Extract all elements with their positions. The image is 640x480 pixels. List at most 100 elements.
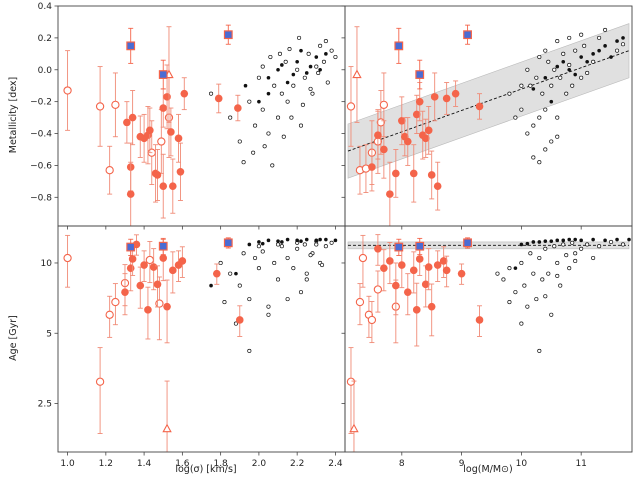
red-filled-point	[421, 134, 430, 143]
black-open-point	[279, 91, 284, 96]
red-filled-point	[430, 93, 439, 101]
red-filled-point	[457, 269, 466, 278]
black-open-point	[287, 46, 292, 52]
black-open-point	[279, 244, 284, 249]
black-open-point	[266, 131, 271, 136]
red-filled-point	[234, 104, 242, 112]
black-open-point	[318, 43, 323, 48]
black-filled-point	[291, 72, 296, 77]
panel-age-vs-mass: 8 9 10 11	[341, 225, 633, 469]
black-filled-point	[603, 44, 607, 48]
panel-age-vs-sigma: 1.0 1.2 1.4 1.6 1.8 2.0 2.2 2.4 2.5 5 10	[38, 225, 346, 469]
black-open-point	[507, 300, 512, 305]
black-open-point	[579, 246, 584, 251]
black-filled-point	[324, 237, 328, 242]
red-filled-point	[433, 182, 442, 190]
red-filled-point	[146, 126, 154, 135]
black-filled-point	[555, 238, 560, 243]
black-open-point	[564, 91, 569, 96]
black-open-point	[620, 242, 626, 247]
red-filled-point	[167, 128, 175, 136]
black-filled-point	[304, 71, 309, 75]
black-filled-point	[627, 237, 631, 242]
red-filled-point	[180, 89, 189, 98]
red-filled-point	[153, 171, 162, 179]
red-open-point	[157, 137, 166, 146]
black-filled-point	[591, 52, 595, 56]
red-triangle-point	[352, 69, 362, 79]
y-tick-label: 0.2	[38, 34, 52, 44]
red-filled-point	[126, 264, 135, 272]
x-tick-label: 1.2	[99, 459, 113, 469]
black-open-point	[298, 290, 304, 295]
black-open-point	[501, 277, 506, 282]
blue-square-point	[394, 242, 404, 252]
black-open-point	[549, 83, 554, 88]
black-filled-point	[260, 241, 265, 246]
black-open-point	[573, 251, 578, 256]
red-open-point	[358, 253, 368, 263]
black-open-point	[531, 155, 536, 160]
black-open-point	[567, 266, 572, 271]
black-open-point	[323, 39, 328, 44]
black-open-point	[519, 260, 524, 266]
black-open-point	[256, 75, 261, 80]
black-open-point	[298, 123, 304, 128]
black-open-point	[549, 139, 554, 144]
black-filled-point	[333, 238, 338, 243]
black-open-point	[603, 27, 608, 32]
red-open-point	[145, 255, 154, 265]
red-filled-point	[442, 94, 451, 103]
black-filled-point	[537, 240, 542, 244]
black-open-point	[291, 266, 296, 271]
black-filled-point	[280, 240, 284, 244]
red-filled-point	[403, 137, 412, 146]
black-open-point	[537, 115, 542, 120]
black-open-point	[534, 75, 539, 80]
x-axis-label-mass: log(M/M⊙)	[463, 464, 512, 475]
black-open-point	[513, 115, 518, 120]
black-filled-point	[513, 266, 518, 270]
black-open-point	[241, 251, 246, 256]
red-filled-point	[163, 93, 171, 101]
black-open-point	[495, 271, 500, 276]
axis-labels: Metallicity [dex] Age [Gyr] log(σ) [km/s…	[8, 77, 513, 475]
black-open-point	[266, 312, 271, 317]
black-open-point	[270, 163, 275, 168]
black-open-point	[247, 348, 252, 353]
red-filled-point	[409, 169, 418, 178]
black-open-point	[272, 83, 277, 88]
black-open-point	[620, 42, 626, 47]
red-open-point	[95, 377, 105, 386]
black-open-point	[543, 147, 548, 152]
black-open-point	[507, 266, 512, 271]
red-filled-point	[153, 280, 162, 289]
black-filled-point	[597, 48, 601, 53]
y-tick-label: 10	[41, 259, 53, 269]
black-open-point	[319, 262, 325, 268]
black-open-point	[561, 51, 566, 56]
red-filled-point	[433, 261, 442, 269]
black-open-point	[304, 277, 309, 282]
black-open-point	[585, 242, 590, 247]
black-open-point	[591, 255, 596, 261]
red-open-point	[111, 297, 120, 307]
red-open-point	[376, 118, 386, 127]
blue-square-point	[463, 30, 472, 40]
red-filled-point	[475, 102, 484, 111]
black-open-point	[567, 62, 572, 68]
red-filled-point	[144, 306, 152, 314]
black-open-point	[222, 300, 227, 305]
plot-area	[346, 234, 631, 452]
red-open-point	[346, 377, 356, 386]
black-open-point	[537, 54, 542, 60]
black-open-point	[537, 348, 542, 353]
black-open-point	[531, 123, 536, 128]
black-filled-point	[591, 237, 595, 242]
black-open-point	[321, 59, 327, 64]
black-open-point	[297, 35, 302, 40]
black-filled-point	[247, 242, 252, 247]
blue-square-point	[126, 41, 136, 51]
blue-square-point	[415, 70, 425, 79]
y-tick-label: 5	[46, 329, 52, 339]
